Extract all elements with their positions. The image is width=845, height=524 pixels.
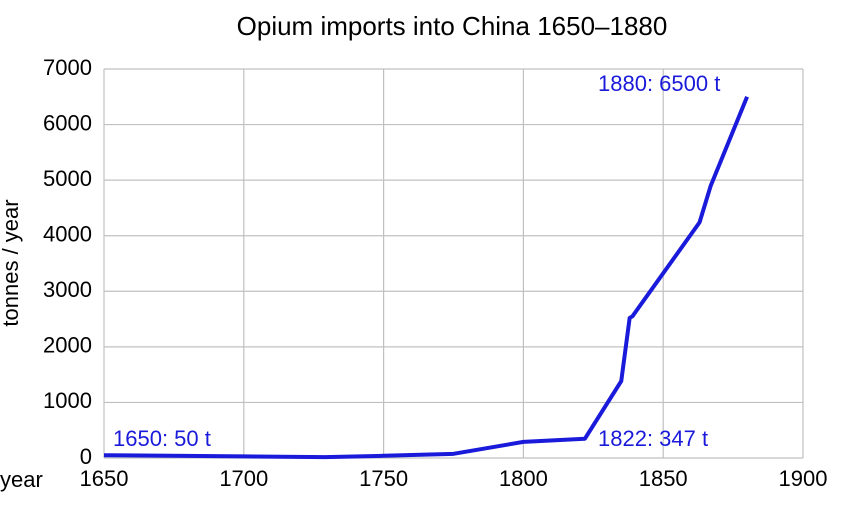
data-line bbox=[103, 96, 749, 460]
y-tick-label: 6000 bbox=[43, 110, 92, 135]
x-tick-label: 1800 bbox=[499, 466, 548, 491]
y-tick-label: 2000 bbox=[43, 333, 92, 358]
x-tick-label: 1650 bbox=[80, 466, 129, 491]
y-tick-label: 7000 bbox=[43, 55, 92, 80]
x-tick-label: 1900 bbox=[779, 466, 828, 491]
x-tick-label: 1700 bbox=[219, 466, 268, 491]
annotation: 1822: 347 t bbox=[598, 426, 708, 451]
y-tick-label: 4000 bbox=[43, 222, 92, 247]
x-tick-label: 1850 bbox=[639, 466, 688, 491]
annotation: 1880: 6500 t bbox=[598, 71, 720, 96]
x-tick-label: 1750 bbox=[359, 466, 408, 491]
x-axis-label: year bbox=[0, 467, 43, 492]
y-tick-label: 5000 bbox=[43, 166, 92, 191]
y-axis-label: tonnes / year bbox=[0, 199, 23, 326]
y-tick-label: 0 bbox=[80, 444, 92, 469]
y-tick-label: 3000 bbox=[43, 277, 92, 302]
y-tick-label: 1000 bbox=[43, 388, 92, 413]
chart-title: Opium imports into China 1650–1880 bbox=[237, 11, 668, 41]
annotation: 1650: 50 t bbox=[113, 426, 211, 451]
